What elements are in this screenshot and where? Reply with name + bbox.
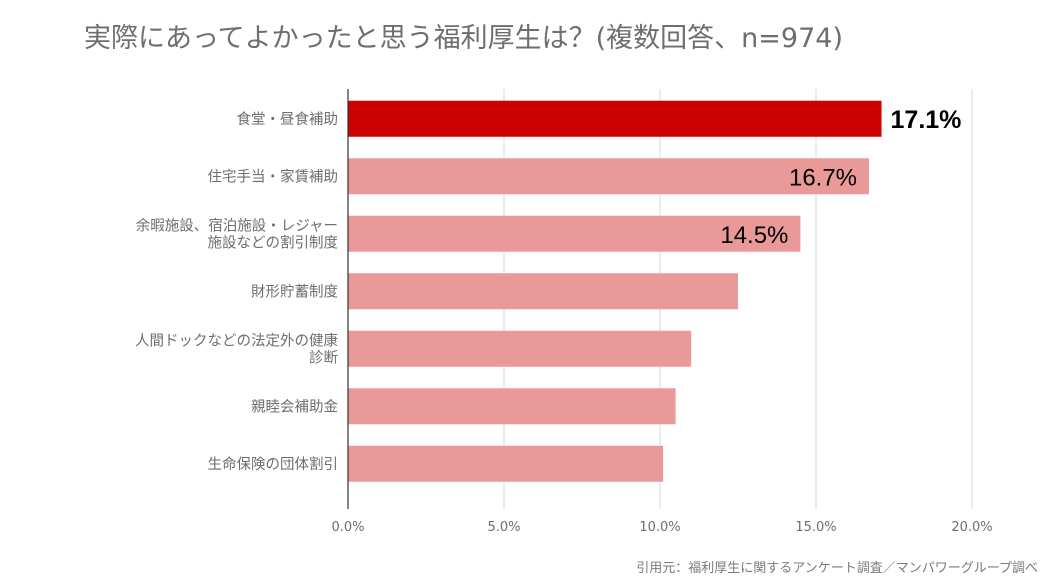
x-tick-label: 10.0%	[639, 520, 680, 535]
bar	[348, 100, 882, 137]
category-label: 食堂・昼食補助	[237, 111, 339, 128]
category-label: 親睦会補助金	[251, 398, 338, 415]
data-label: 16.7%	[789, 164, 857, 191]
category-label: 診断	[309, 349, 338, 366]
category-label: 人間ドックなどの法定外の健康	[135, 332, 338, 349]
chart-title: 実際にあってよかったと思う福利厚生は？(複数回答、n=974)	[84, 23, 843, 54]
bar	[348, 158, 870, 195]
category-label: 住宅手当・家賃補助	[208, 168, 339, 185]
category-label: 余暇施設、宿泊施設・レジャー	[136, 216, 338, 234]
data-label: 17.1%	[891, 106, 962, 134]
bar	[348, 388, 676, 425]
bar	[348, 445, 664, 482]
source-note: 引用元：福利厚生に関するアンケート調査／マンパワーグループ調べ	[636, 561, 1038, 576]
bar	[348, 273, 738, 310]
category-label: 生命保険の団体割引	[208, 455, 339, 473]
x-tick-label: 0.0%	[331, 520, 364, 535]
category-label: 施設などの割引制度	[208, 234, 339, 251]
data-label: 14.5%	[720, 222, 788, 249]
x-tick-label: 15.0%	[795, 520, 836, 535]
category-label: 財形貯蓄制度	[251, 283, 338, 300]
x-tick-label: 5.0%	[487, 520, 520, 535]
bar	[348, 330, 692, 367]
x-tick-label: 20.0%	[951, 520, 992, 535]
bar	[348, 215, 801, 252]
